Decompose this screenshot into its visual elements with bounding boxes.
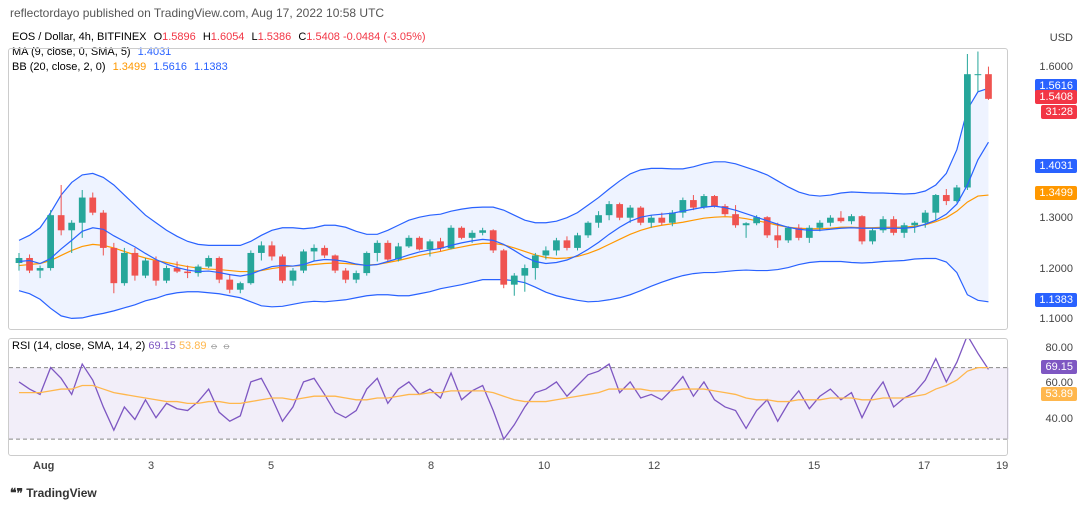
ohlc-values: O1.5896 H1.6054 L1.5386 C1.5408 -0.0484 … [154, 31, 430, 43]
publish-timestamp: , Aug 17, 2022 10:58 UTC [245, 6, 384, 20]
site: TradingView.com [154, 6, 245, 20]
y-tick-label: 1.2000 [1039, 263, 1073, 275]
x-tick-label: 3 [148, 460, 154, 472]
rsi-tag: 69.15 [1041, 360, 1077, 374]
y-tick-label: 1.6000 [1039, 61, 1073, 73]
rsi-tag: 53.89 [1041, 387, 1077, 401]
y-tick-label: 1.1000 [1039, 313, 1073, 325]
publisher: reflectordayo [10, 6, 79, 20]
axis-currency: USD [1050, 32, 1073, 44]
x-tick-label: Aug [33, 460, 54, 472]
y-tick-label: 1.3000 [1039, 212, 1073, 224]
chart-area: EOS / Dollar, 4h, BITFINEX O1.5896 H1.60… [0, 26, 1079, 480]
x-tick-label: 17 [918, 460, 930, 472]
price-axis[interactable]: USD 1.10001.20001.30001.60001.56161.5408… [1015, 48, 1077, 330]
price-tag: 1.5408 [1035, 90, 1077, 104]
x-tick-label: 15 [808, 460, 820, 472]
symbol-row: EOS / Dollar, 4h, BITFINEX O1.5896 H1.60… [12, 30, 434, 45]
publish-header: reflectordayo published on TradingView.c… [0, 0, 1079, 26]
x-tick-label: 8 [428, 460, 434, 472]
publish-text: published on [83, 6, 151, 20]
x-tick-label: 19 [996, 460, 1008, 472]
rsi-tick-label: 80.00 [1045, 342, 1073, 354]
x-tick-label: 5 [268, 460, 274, 472]
rsi-chart[interactable] [8, 338, 1008, 456]
tradingview-logo[interactable]: ❝❞ TradingView [10, 486, 97, 500]
x-tick-label: 12 [648, 460, 660, 472]
logo-icon: ❝❞ [10, 486, 26, 500]
main-chart[interactable] [8, 48, 1008, 330]
rsi-tick-label: 40.00 [1045, 413, 1073, 425]
symbol-label: EOS / Dollar, 4h, BITFINEX [12, 31, 147, 43]
price-tag: 1.4031 [1035, 159, 1077, 173]
x-tick-label: 10 [538, 460, 550, 472]
price-tag: 1.1383 [1035, 293, 1077, 307]
time-axis[interactable]: Aug 3 5 8 10 12 15 17 19 [8, 458, 1008, 478]
price-tag: 31:28 [1041, 105, 1077, 119]
price-tag: 1.3499 [1035, 186, 1077, 200]
rsi-axis[interactable]: 40.0060.0080.0069.1553.89 [1015, 338, 1077, 456]
